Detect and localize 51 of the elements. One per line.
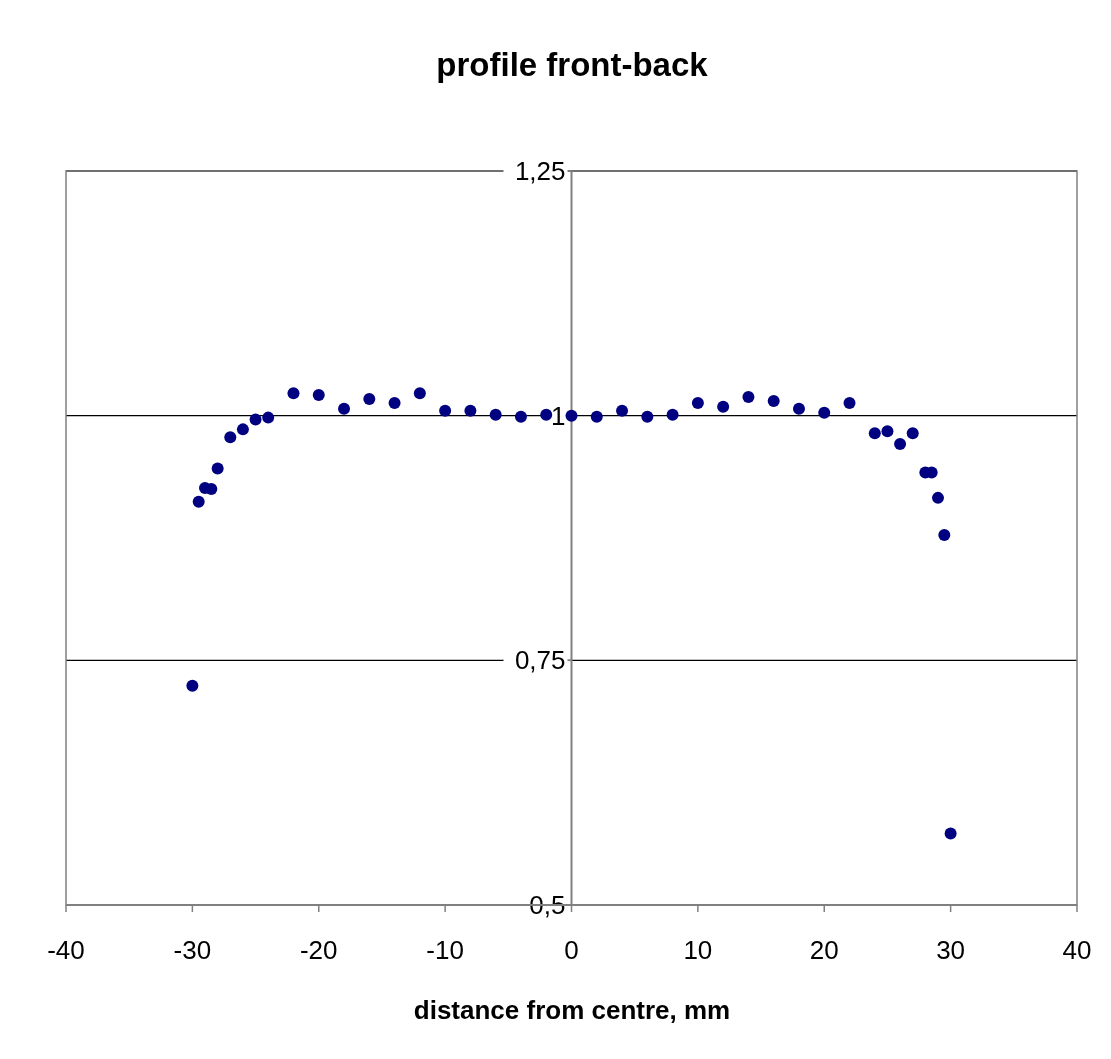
point <box>287 387 300 400</box>
x-tick-label: -10 <box>426 935 464 965</box>
point <box>413 387 426 400</box>
point <box>224 431 237 444</box>
point <box>894 438 907 451</box>
point <box>666 408 679 421</box>
x-tick-label: 10 <box>683 935 713 965</box>
point <box>249 413 262 426</box>
point <box>691 396 704 409</box>
point <box>590 410 603 423</box>
y-tick-label: 1,25 <box>514 156 566 186</box>
point <box>881 425 894 438</box>
x-tick-label: -40 <box>47 935 85 965</box>
x-tick-label: -20 <box>299 935 338 965</box>
point <box>540 408 553 421</box>
point <box>464 404 477 417</box>
chart-title: profile front-back <box>436 46 709 83</box>
x-tick-label: 20 <box>809 935 839 965</box>
point <box>868 427 881 440</box>
point <box>439 404 452 417</box>
point <box>792 402 805 415</box>
point <box>742 391 755 404</box>
point <box>938 529 951 542</box>
point <box>236 423 249 436</box>
x-tick-label: -30 <box>173 935 212 965</box>
point <box>363 393 376 406</box>
point <box>843 396 856 409</box>
x-axis-title: distance from centre, mm <box>413 995 731 1025</box>
point <box>312 389 325 402</box>
point <box>767 394 780 407</box>
y-tick-label: 0,75 <box>514 645 566 676</box>
x-tick-label: 0 <box>564 935 579 965</box>
point <box>717 400 730 413</box>
point <box>818 406 831 419</box>
x-tick-label: 30 <box>936 935 966 965</box>
point <box>565 409 578 422</box>
point <box>616 404 629 417</box>
point <box>186 679 199 692</box>
y-tick-label: 1 <box>551 400 566 431</box>
point <box>641 410 654 423</box>
point <box>489 408 502 421</box>
point <box>931 491 944 504</box>
point <box>388 396 401 409</box>
point <box>338 402 351 415</box>
point <box>211 462 224 475</box>
point <box>262 411 275 424</box>
point <box>944 827 957 840</box>
point <box>192 495 205 508</box>
x-tick-label: 40 <box>1062 935 1092 965</box>
point <box>514 410 527 423</box>
point <box>906 427 919 440</box>
